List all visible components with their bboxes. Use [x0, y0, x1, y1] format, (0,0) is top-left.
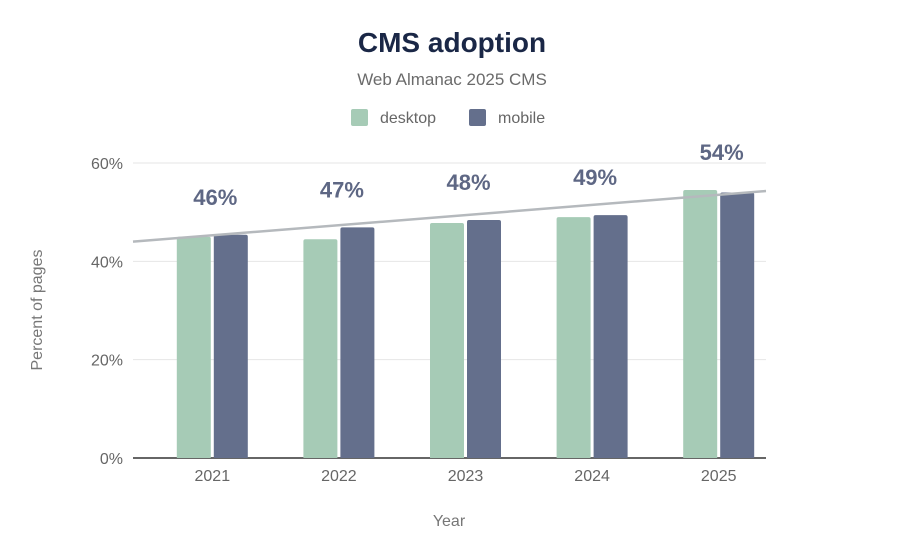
x-tick-label: 2025: [701, 468, 737, 485]
y-axis-label: Percent of pages: [29, 250, 46, 371]
x-tick-label: 2022: [321, 468, 357, 485]
legend-label-desktop: desktop: [380, 110, 436, 127]
y-tick-label: 60%: [91, 156, 123, 173]
y-tick-label: 0%: [100, 451, 123, 468]
data-label: 54%: [700, 140, 744, 165]
bar-desktop-2022: [303, 239, 338, 458]
bar-desktop-2021: [176, 236, 211, 458]
x-tick-label: 2023: [448, 468, 484, 485]
data-label: 48%: [446, 170, 490, 195]
bar-mobile-2023: [467, 220, 501, 458]
data-label: 47%: [320, 177, 364, 202]
legend-swatch-mobile: [469, 109, 486, 126]
chart-subtitle: Web Almanac 2025 CMS: [357, 70, 547, 89]
x-tick-label: 2024: [574, 468, 610, 485]
bar-mobile-2022: [340, 227, 375, 458]
bar-mobile-2024: [593, 215, 628, 458]
bar-desktop-2024: [556, 217, 591, 458]
trendline: [132, 189, 767, 243]
y-tick-label: 20%: [91, 353, 123, 370]
legend-label-mobile: mobile: [498, 110, 545, 127]
x-axis-label: Year: [433, 513, 466, 530]
bar-desktop-2025: [683, 190, 718, 458]
bar-mobile-2025: [720, 192, 755, 458]
y-tick-label: 40%: [91, 254, 123, 271]
bar-mobile-2021: [213, 234, 248, 458]
legend-swatch-desktop: [351, 109, 368, 126]
data-label: 46%: [193, 185, 237, 210]
chart-title: CMS adoption: [358, 27, 546, 58]
bar-desktop-2023: [430, 222, 464, 458]
x-tick-label: 2021: [195, 468, 231, 485]
data-label: 49%: [573, 165, 617, 190]
